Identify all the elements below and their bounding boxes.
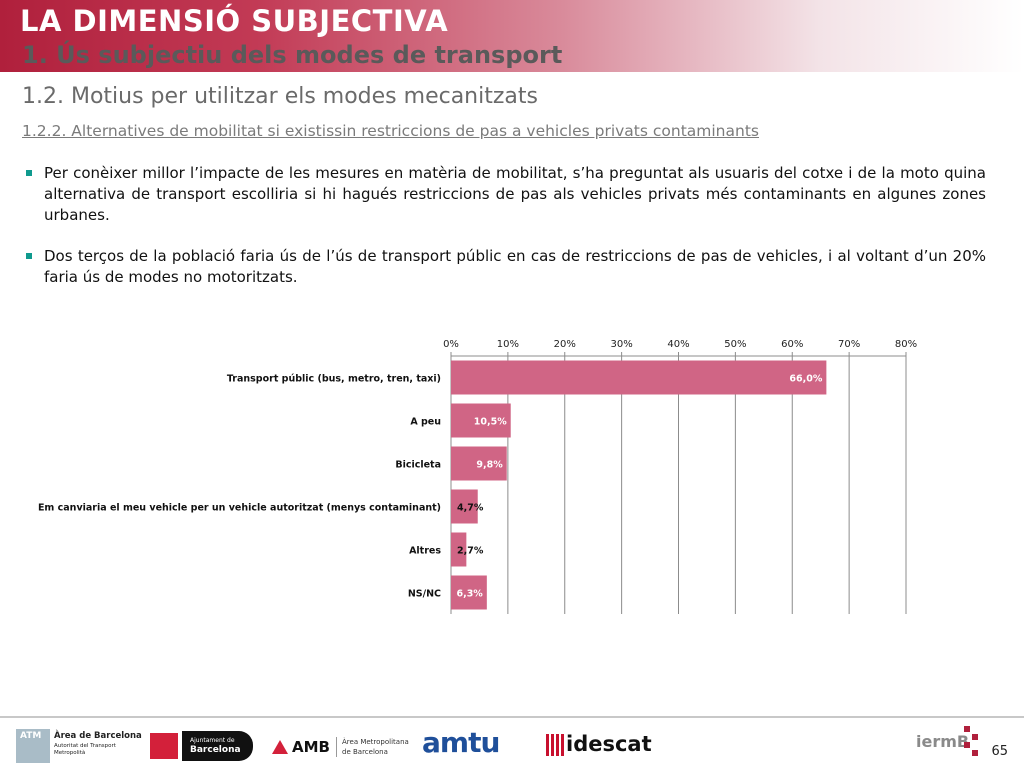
tick-label-4: 40% bbox=[667, 339, 689, 350]
tick-label-0: 0% bbox=[443, 339, 459, 350]
category-label-4: Altres bbox=[409, 546, 441, 557]
data-label-2: 9,8% bbox=[476, 460, 503, 471]
idescat-logo: idescat bbox=[546, 732, 652, 760]
square-bullet-icon bbox=[26, 253, 32, 259]
idescat-logo-mark: idescat bbox=[566, 732, 652, 756]
page-number: 65 bbox=[991, 744, 1008, 759]
ajuntament-logo-line1: Ajuntament de bbox=[190, 737, 235, 744]
bullet-item-2: Dos terços de la població faria ús de l’… bbox=[24, 246, 986, 288]
iermb-logo: iermB bbox=[914, 724, 984, 760]
iermb-logo-mark: iermB bbox=[916, 732, 970, 751]
bullet-list: Per conèixer millor l’impacte de les mes… bbox=[24, 163, 986, 308]
amb-logo-mark: AMB bbox=[292, 738, 330, 756]
bullet-text-1: Per conèixer millor l’impacte de les mes… bbox=[44, 164, 986, 224]
bar-3 bbox=[451, 489, 478, 524]
section-title: 1.2. Motius per utilitzar els modes meca… bbox=[22, 84, 538, 109]
data-label-0: 66,0% bbox=[789, 374, 822, 385]
data-label-5: 6,3% bbox=[456, 589, 483, 600]
atm-logo-line2: Autoritat del Transport Metropolità bbox=[54, 743, 116, 756]
tick-label-3: 30% bbox=[611, 339, 633, 350]
amb-logo: AMB Àrea Metropolitana de Barcelona bbox=[272, 734, 409, 760]
category-label-1: A peu bbox=[410, 417, 441, 428]
bullet-text-2: Dos terços de la població faria ús de l’… bbox=[44, 247, 986, 286]
amtu-logo-mark: amtu bbox=[422, 726, 500, 759]
ajuntament-logo-line2: Barcelona bbox=[190, 745, 241, 755]
amtu-logo: amtu bbox=[420, 726, 540, 762]
header-title: LA DIMENSIÓ SUBJECTIVA bbox=[20, 4, 449, 38]
tick-label-1: 10% bbox=[497, 339, 519, 350]
square-bullet-icon bbox=[26, 170, 32, 176]
tick-label-8: 80% bbox=[895, 339, 917, 350]
tick-label-6: 60% bbox=[781, 339, 803, 350]
atm-logo: ATM Àrea de Barcelona Autoritat del Tran… bbox=[16, 729, 142, 763]
bullet-item-1: Per conèixer millor l’impacte de les mes… bbox=[24, 163, 986, 226]
amb-logo-line1: Àrea Metropolitana bbox=[342, 738, 409, 746]
tick-label-5: 50% bbox=[724, 339, 746, 350]
footer-divider bbox=[0, 716, 1024, 718]
category-label-2: Bicicleta bbox=[395, 460, 441, 471]
bar-0 bbox=[451, 360, 827, 395]
tick-label-7: 70% bbox=[838, 339, 860, 350]
bar-1 bbox=[451, 403, 511, 438]
category-label-0: Transport públic (bus, metro, tren, taxi… bbox=[227, 374, 441, 385]
amb-logo-line2: de Barcelona bbox=[342, 748, 388, 756]
header-subtitle: 1. Ús subjectiu dels modes de transport bbox=[22, 41, 563, 69]
category-label-3: Em canviaria el meu vehicle per un vehic… bbox=[38, 503, 441, 514]
bar-5 bbox=[451, 575, 487, 610]
data-label-4: 2,7% bbox=[457, 546, 484, 557]
header-band: LA DIMENSIÓ SUBJECTIVA 1. Ús subjectiu d… bbox=[0, 0, 1024, 72]
data-label-1: 10,5% bbox=[474, 417, 507, 428]
atm-logo-mark: ATM bbox=[20, 731, 42, 741]
ajuntament-logo: Ajuntament de Barcelona bbox=[150, 731, 253, 761]
tick-label-2: 20% bbox=[554, 339, 576, 350]
atm-logo-line1: Àrea de Barcelona bbox=[54, 731, 142, 741]
data-label-3: 4,7% bbox=[457, 503, 484, 514]
section-subtitle-link[interactable]: 1.2.2. Alternatives de mobilitat si exis… bbox=[22, 122, 759, 140]
bar-2 bbox=[451, 446, 507, 481]
category-label-5: NS/NC bbox=[408, 589, 441, 600]
bar-4 bbox=[451, 532, 467, 567]
